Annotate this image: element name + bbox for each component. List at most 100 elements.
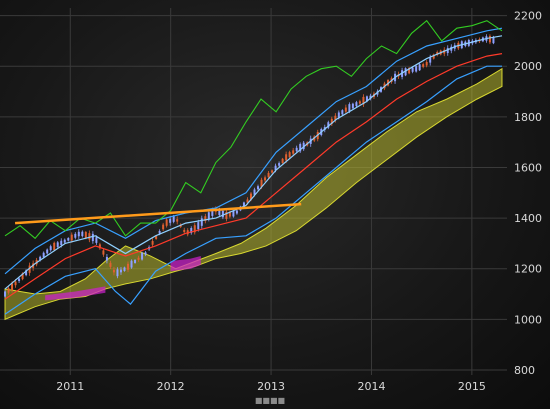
- candle-body: [141, 252, 144, 260]
- candle-body: [408, 67, 411, 74]
- y-tick-label: 1800: [514, 111, 542, 124]
- candle-body: [422, 64, 425, 67]
- cloud-bear-area: [45, 286, 106, 301]
- candle-body: [74, 233, 77, 238]
- series-green-line: [4, 19, 503, 240]
- candle-body: [49, 246, 52, 251]
- candle-body: [4, 291, 7, 297]
- candle-body: [411, 67, 414, 72]
- candle-body: [183, 229, 186, 233]
- trendline-layer: [14, 202, 302, 225]
- candle-body: [418, 64, 421, 71]
- candle-body: [207, 212, 210, 220]
- indicator-lines: [4, 19, 503, 315]
- y-tick-label: 1600: [514, 161, 542, 174]
- candle-body: [278, 163, 281, 166]
- candle-body: [351, 103, 354, 109]
- candle-body: [415, 66, 418, 72]
- x-tick-label: 2012: [157, 380, 185, 393]
- candle-body: [429, 57, 432, 63]
- series-lower-band: [4, 65, 502, 315]
- candle-body: [84, 232, 87, 239]
- candle-body: [337, 112, 340, 118]
- candle-body: [281, 158, 284, 163]
- candle-body: [105, 256, 108, 261]
- trendline: [14, 202, 302, 225]
- candle-body: [334, 115, 337, 120]
- candle-body: [295, 147, 298, 152]
- candle-body: [327, 122, 330, 128]
- candle-body: [344, 107, 347, 112]
- y-tick-label: 1400: [514, 212, 542, 225]
- candle-body: [369, 95, 372, 99]
- candle-body: [365, 96, 368, 102]
- candle-body: [169, 218, 172, 223]
- candle-body: [151, 241, 154, 245]
- candle-body: [264, 177, 267, 181]
- y-axis: 800 1000 1200 1400 1600 1800 2000 2200: [514, 10, 542, 377]
- x-tick-label: 2015: [458, 380, 486, 393]
- x-axis: 2011 2012 2013 2014 2015: [56, 380, 486, 393]
- candle-body: [288, 152, 291, 158]
- candle-body: [302, 142, 305, 150]
- candle-body: [56, 242, 59, 247]
- candle-body: [432, 54, 435, 59]
- candle-body: [190, 227, 193, 233]
- candle-body: [144, 252, 147, 255]
- y-tick-label: 800: [514, 364, 535, 377]
- candlesticks: [4, 34, 495, 298]
- candle-body: [70, 234, 73, 241]
- candle-body: [299, 144, 302, 152]
- candle-body: [7, 288, 10, 293]
- candle-body: [18, 278, 21, 282]
- candle-body: [116, 269, 119, 277]
- candle-body: [257, 186, 260, 190]
- candle-body: [362, 96, 365, 105]
- candle-body: [232, 210, 235, 217]
- candle-body: [123, 267, 126, 271]
- candle-body: [246, 199, 249, 203]
- candle-body: [425, 61, 428, 66]
- candle-body: [95, 237, 98, 243]
- candle-body: [137, 257, 140, 260]
- candle-body: [436, 52, 439, 55]
- grid: [0, 8, 507, 375]
- candle-body: [119, 269, 122, 273]
- candle-body: [88, 233, 91, 240]
- candle-body: [158, 230, 161, 234]
- candle-body: [112, 269, 115, 273]
- footer-label: ■■■■: [255, 396, 285, 405]
- candle-body: [242, 202, 245, 208]
- candle-body: [11, 283, 14, 291]
- candle-body: [60, 240, 63, 246]
- candle-body: [176, 219, 179, 222]
- candle-body: [204, 216, 207, 221]
- candle-body: [274, 165, 277, 171]
- candle-body: [162, 224, 165, 230]
- candle-body: [200, 218, 203, 226]
- candle-body: [292, 150, 295, 154]
- candle-body: [341, 110, 344, 115]
- cloud-bear-area: [170, 256, 201, 272]
- candle-body: [285, 154, 288, 161]
- ichimoku-cloud: [4, 67, 503, 321]
- candle-body: [109, 262, 112, 267]
- candle-body: [42, 252, 45, 258]
- candle-body: [348, 104, 351, 112]
- candle-body: [67, 238, 70, 241]
- candle-body: [267, 172, 270, 178]
- candle-body: [28, 265, 31, 273]
- candle-body: [446, 48, 449, 53]
- candle-body: [21, 273, 24, 280]
- candle-body: [358, 101, 361, 104]
- candle-body: [91, 233, 94, 242]
- series-red-line: [4, 53, 503, 300]
- y-tick-label: 1200: [514, 263, 542, 276]
- candle-body: [253, 189, 256, 195]
- x-tick-label: 2013: [257, 380, 285, 393]
- candle-body: [46, 249, 49, 254]
- candle-body: [249, 193, 252, 200]
- candle-body: [488, 35, 491, 43]
